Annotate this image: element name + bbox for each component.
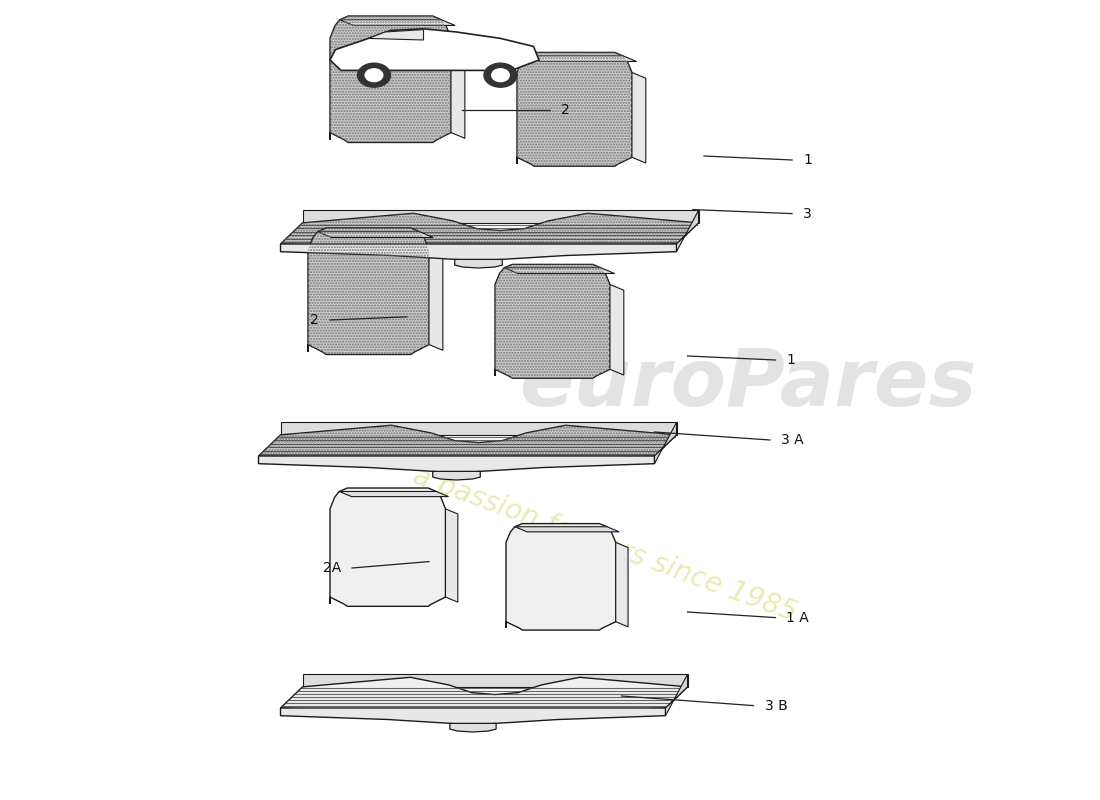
Polygon shape bbox=[302, 210, 698, 223]
Polygon shape bbox=[280, 708, 666, 726]
Polygon shape bbox=[429, 250, 443, 350]
Polygon shape bbox=[451, 38, 465, 138]
Text: a passion for cars since 1985: a passion for cars since 1985 bbox=[409, 462, 801, 626]
Polygon shape bbox=[302, 674, 688, 687]
Text: 2: 2 bbox=[310, 313, 319, 327]
Circle shape bbox=[358, 63, 390, 87]
Circle shape bbox=[484, 63, 517, 87]
Polygon shape bbox=[506, 523, 616, 630]
Text: euroPares: euroPares bbox=[519, 345, 977, 423]
Polygon shape bbox=[446, 509, 458, 602]
Polygon shape bbox=[330, 16, 451, 142]
Polygon shape bbox=[308, 228, 429, 354]
Polygon shape bbox=[280, 244, 676, 262]
Polygon shape bbox=[280, 214, 698, 254]
Polygon shape bbox=[454, 259, 503, 268]
Text: 2A: 2A bbox=[322, 561, 341, 575]
Polygon shape bbox=[450, 723, 496, 732]
Polygon shape bbox=[654, 422, 676, 464]
Polygon shape bbox=[616, 542, 628, 627]
Polygon shape bbox=[666, 674, 688, 716]
Polygon shape bbox=[258, 426, 676, 466]
Polygon shape bbox=[504, 268, 615, 274]
Polygon shape bbox=[258, 456, 654, 474]
Text: 1: 1 bbox=[803, 153, 812, 167]
Polygon shape bbox=[318, 232, 433, 238]
Polygon shape bbox=[340, 20, 455, 26]
Polygon shape bbox=[432, 471, 481, 480]
Polygon shape bbox=[495, 264, 609, 378]
Polygon shape bbox=[330, 29, 539, 70]
Text: 3: 3 bbox=[803, 206, 812, 221]
Polygon shape bbox=[609, 285, 624, 375]
Polygon shape bbox=[515, 526, 619, 532]
Polygon shape bbox=[280, 422, 676, 435]
Polygon shape bbox=[517, 53, 631, 166]
Text: 1: 1 bbox=[786, 353, 795, 367]
Polygon shape bbox=[330, 488, 446, 606]
Circle shape bbox=[365, 69, 383, 82]
Polygon shape bbox=[368, 30, 424, 40]
Text: 3 A: 3 A bbox=[781, 433, 804, 447]
Polygon shape bbox=[280, 678, 688, 718]
Circle shape bbox=[492, 69, 509, 82]
Polygon shape bbox=[631, 73, 646, 163]
Text: 2: 2 bbox=[561, 103, 570, 118]
Text: 3 B: 3 B bbox=[764, 698, 788, 713]
Polygon shape bbox=[339, 491, 449, 497]
Text: 1 A: 1 A bbox=[786, 610, 810, 625]
Polygon shape bbox=[676, 210, 698, 252]
Polygon shape bbox=[526, 56, 637, 62]
